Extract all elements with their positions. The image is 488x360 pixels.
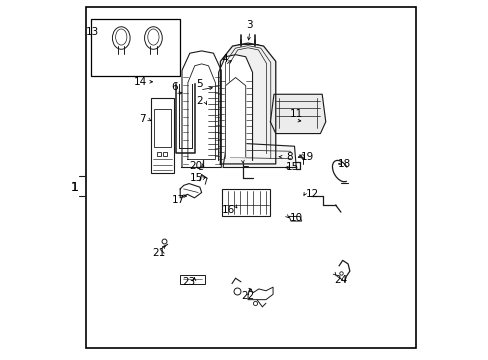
Text: 10: 10 — [289, 212, 302, 222]
Text: 19: 19 — [300, 152, 313, 162]
Text: 6: 6 — [171, 82, 178, 92]
Polygon shape — [270, 94, 325, 134]
Text: 7: 7 — [139, 114, 146, 124]
Text: 9: 9 — [239, 148, 245, 158]
Text: 23: 23 — [182, 277, 195, 287]
Text: 14: 14 — [134, 77, 147, 87]
Bar — [91, 19, 180, 76]
Bar — [222, 189, 270, 216]
Text: 18: 18 — [337, 159, 350, 169]
Text: 3: 3 — [246, 19, 253, 30]
Polygon shape — [225, 77, 245, 157]
Text: 8: 8 — [285, 152, 292, 162]
Text: 22: 22 — [241, 291, 254, 301]
Text: 11: 11 — [289, 109, 302, 119]
Text: 20: 20 — [189, 161, 203, 171]
Text: 4: 4 — [221, 54, 228, 64]
Ellipse shape — [112, 27, 130, 49]
Ellipse shape — [144, 27, 162, 49]
Text: 21: 21 — [152, 248, 165, 258]
Text: 24: 24 — [334, 275, 347, 285]
Text: 15: 15 — [285, 162, 299, 172]
Polygon shape — [223, 143, 296, 167]
Text: 16: 16 — [222, 205, 235, 215]
Bar — [205, 80, 225, 158]
Text: 13: 13 — [86, 27, 99, 37]
Bar — [150, 98, 174, 173]
Text: 5: 5 — [196, 78, 203, 89]
Polygon shape — [220, 43, 275, 164]
Polygon shape — [288, 216, 301, 221]
Bar — [153, 109, 171, 147]
Polygon shape — [182, 51, 221, 167]
Text: 15: 15 — [189, 173, 203, 183]
Polygon shape — [218, 55, 252, 160]
Text: 17: 17 — [171, 195, 184, 204]
Text: 1: 1 — [71, 181, 79, 194]
Polygon shape — [180, 184, 201, 198]
Polygon shape — [247, 287, 272, 300]
Text: 1: 1 — [71, 181, 79, 194]
Bar — [180, 275, 205, 284]
Text: 2: 2 — [196, 96, 203, 107]
Text: 12: 12 — [305, 189, 318, 199]
